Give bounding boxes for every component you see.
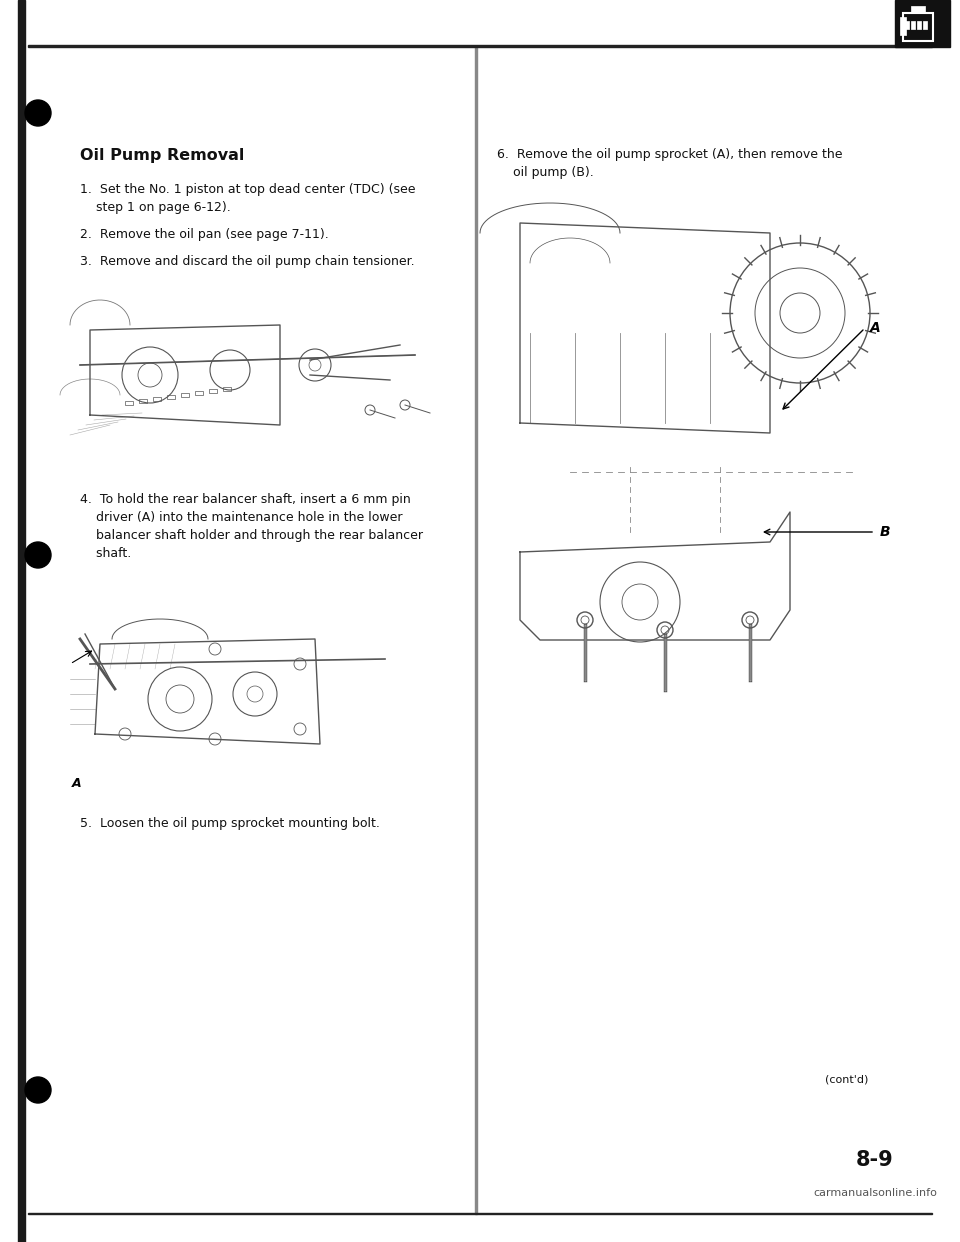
Text: 6.  Remove the oil pump sprocket (A), then remove the
    oil pump (B).: 6. Remove the oil pump sprocket (A), the… [497,148,843,179]
Text: 4.  To hold the rear balancer shaft, insert a 6 mm pin
    driver (A) into the m: 4. To hold the rear balancer shaft, inse… [80,493,423,560]
Bar [490,183,935,760]
Bar [911,21,915,29]
Bar [923,21,927,29]
Bar [28,1212,932,1213]
Bar [223,388,231,391]
Bar [60,289,435,479]
Bar [895,0,950,47]
Bar [903,12,933,41]
Circle shape [25,542,51,568]
Text: 8-9: 8-9 [856,1150,894,1170]
Text: 5.  Loosen the oil pump sprocket mounting bolt.: 5. Loosen the oil pump sprocket mounting… [80,817,380,830]
Bar [167,395,175,399]
Bar [475,47,476,1213]
Text: A: A [72,777,82,790]
Bar [209,389,217,392]
Circle shape [25,1077,51,1103]
Bar [125,401,133,405]
Circle shape [25,101,51,125]
Bar [139,399,147,402]
Text: 2.  Remove the oil pan (see page 7-11).: 2. Remove the oil pan (see page 7-11). [80,229,328,241]
Bar [153,397,161,401]
Bar [911,6,925,12]
Bar [900,17,906,35]
Bar [917,21,921,29]
Text: A: A [870,320,880,335]
Bar [195,391,203,395]
Bar [28,45,932,47]
Text: carmanualsonline.info: carmanualsonline.info [813,1189,937,1199]
Text: (cont'd): (cont'd) [825,1076,869,1086]
Text: 3.  Remove and discard the oil pump chain tensioner.: 3. Remove and discard the oil pump chain… [80,255,415,268]
Text: Oil Pump Removal: Oil Pump Removal [80,148,245,163]
Bar [18,0,25,1242]
Bar [60,587,415,800]
Text: 1.  Set the No. 1 piston at top dead center (TDC) (see
    step 1 on page 6-12).: 1. Set the No. 1 piston at top dead cent… [80,183,416,214]
Bar [181,392,189,397]
Text: B: B [880,525,891,539]
Bar [905,21,909,29]
